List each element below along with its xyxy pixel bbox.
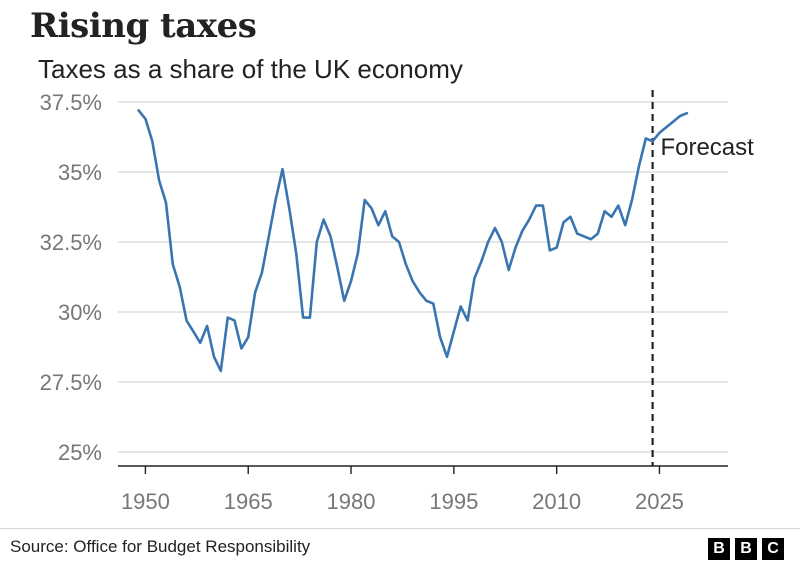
line-chart: 25% 27.5% 30% 32.5% 35% 37.5% 1950 1965 1980 199… bbox=[40, 90, 754, 514]
forecast-label: Forecast bbox=[660, 134, 754, 161]
chart-title: Rising taxes bbox=[30, 6, 257, 46]
x-tick-label: 1965 bbox=[224, 489, 273, 514]
x-tick-label: 2025 bbox=[635, 489, 684, 514]
x-tick-label: 1995 bbox=[429, 489, 478, 514]
y-axis-tick-labels: 25% 27.5% 30% 32.5% 35% 37.5% bbox=[40, 90, 102, 465]
x-tick-label: 1980 bbox=[327, 489, 376, 514]
gridlines bbox=[118, 101, 728, 453]
logo-letter-b1: B bbox=[708, 538, 730, 560]
annotations: Forecast bbox=[660, 134, 754, 161]
source-note: Source: Office for Budget Responsibility bbox=[10, 537, 311, 556]
logo-letter-b2: B bbox=[735, 538, 757, 560]
y-tick-label: 30% bbox=[58, 300, 102, 325]
x-axis: 1950 1965 1980 1995 2010 2025 bbox=[118, 465, 728, 514]
bbc-logo: B B C bbox=[708, 538, 784, 560]
footer-divider bbox=[0, 528, 800, 529]
y-tick-label: 35% bbox=[58, 160, 102, 185]
y-tick-label: 32.5% bbox=[40, 230, 102, 255]
logo-letter-c: C bbox=[762, 538, 784, 560]
y-tick-label: 27.5% bbox=[40, 370, 102, 395]
y-tick-label: 37.5% bbox=[40, 90, 102, 115]
chart-subtitle: Taxes as a share of the UK economy bbox=[38, 54, 463, 84]
x-tick-label: 1950 bbox=[121, 489, 170, 514]
x-tick-label: 2010 bbox=[532, 489, 581, 514]
series-layer bbox=[137, 109, 689, 373]
series-line-tax-share bbox=[137, 109, 689, 373]
y-tick-label: 25% bbox=[58, 440, 102, 465]
